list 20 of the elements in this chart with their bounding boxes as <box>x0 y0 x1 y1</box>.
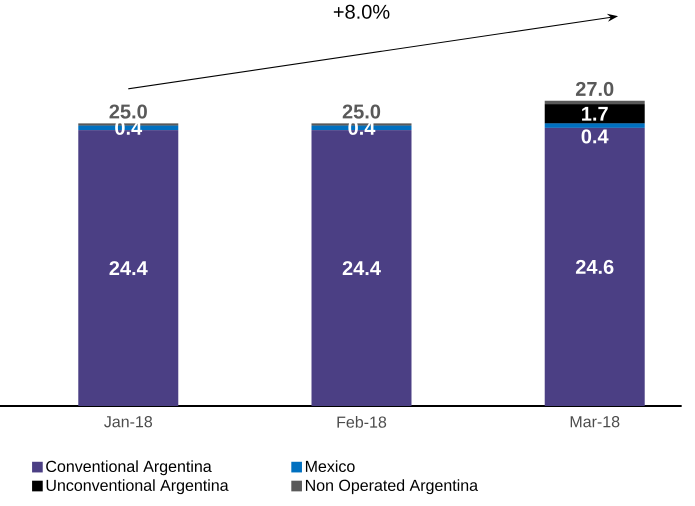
total-label: 25.0 <box>342 104 380 119</box>
bar <box>544 123 645 128</box>
legend-label: Mexico <box>306 460 355 472</box>
text: +8.0% <box>334 4 390 19</box>
data-label: 0.4 <box>582 129 609 144</box>
x-tick-label: Jan-18 <box>104 416 152 428</box>
x-tick-label: Mar-18 <box>570 416 620 428</box>
legend-label: Non Operated Argentina <box>306 479 478 494</box>
bar <box>544 128 645 406</box>
legend-label: Conventional Argentina <box>46 460 212 476</box>
data-label: 24.4 <box>110 261 148 276</box>
legend-label: Unconventional Argentina <box>46 479 229 494</box>
data-label: 24.6 <box>576 260 614 274</box>
bar <box>544 100 645 104</box>
total-label: 27.0 <box>576 82 614 96</box>
total-label: 25.0 <box>110 104 147 119</box>
x-tick-label: Feb-18 <box>337 416 386 428</box>
data-label: 24.4 <box>342 261 381 276</box>
data-label: 1.7 <box>582 106 608 121</box>
bar <box>544 104 645 124</box>
